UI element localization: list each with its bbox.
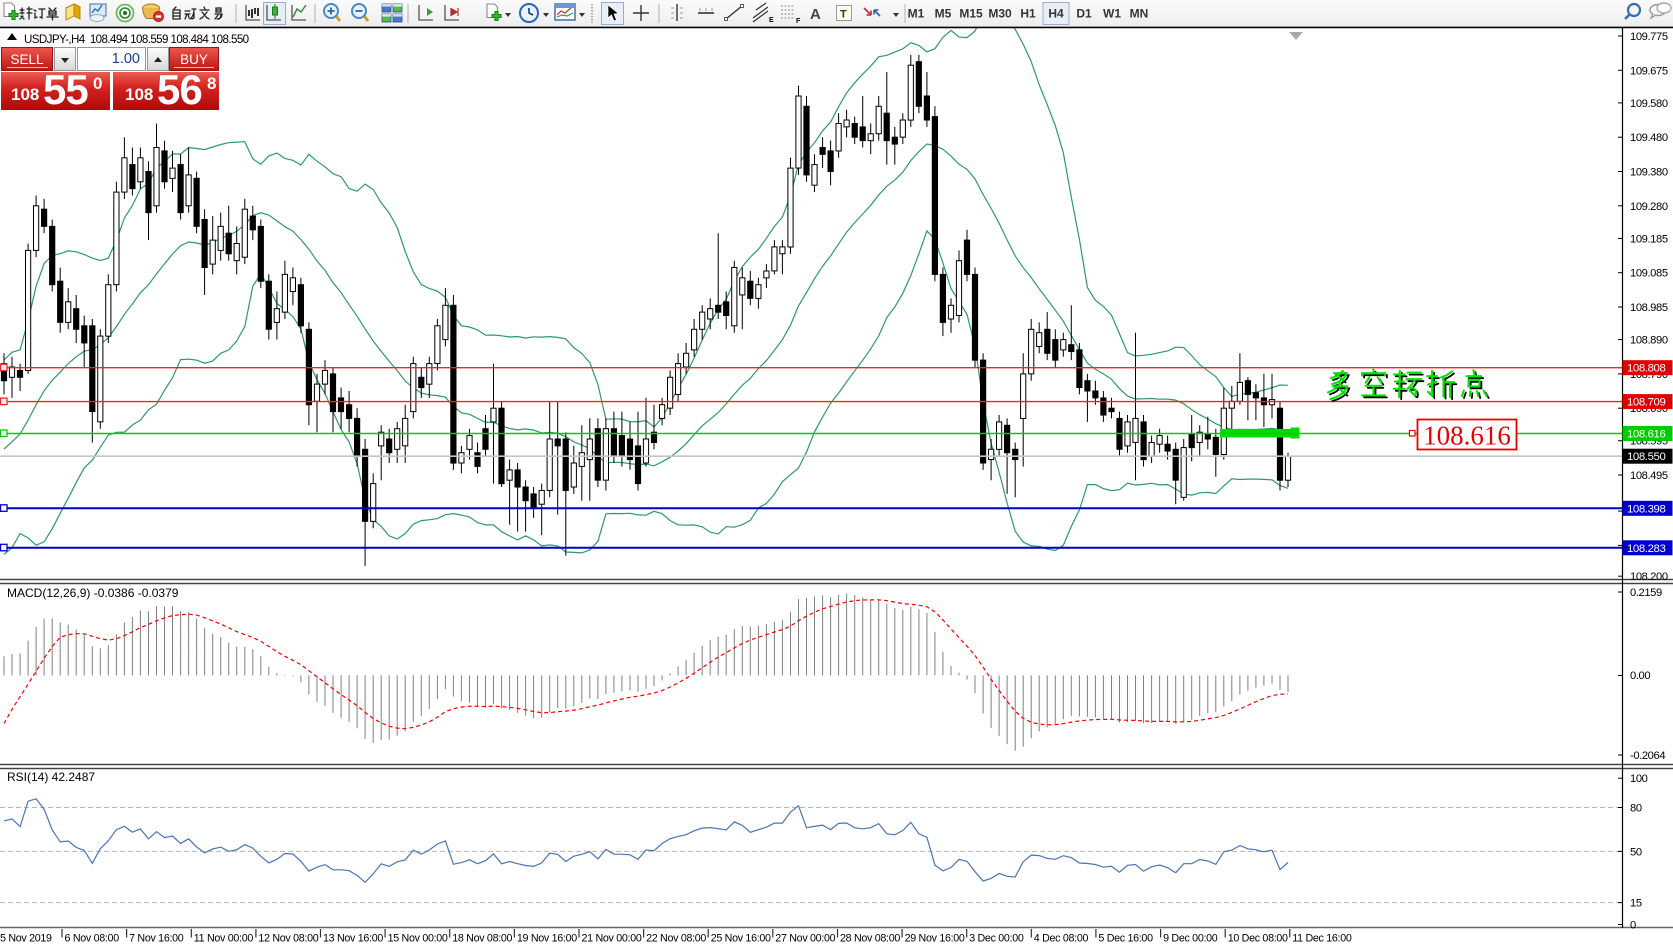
svg-text:D1: D1 bbox=[1076, 7, 1092, 21]
svg-text:E: E bbox=[769, 17, 774, 24]
svg-text:108.550: 108.550 bbox=[1627, 451, 1665, 463]
svg-text:A: A bbox=[810, 6, 821, 23]
svg-text:28 Nov 08:00: 28 Nov 08:00 bbox=[840, 933, 900, 945]
svg-text:0.2159: 0.2159 bbox=[1630, 587, 1662, 599]
svg-text:108.616: 108.616 bbox=[1423, 421, 1511, 451]
svg-text:108.283: 108.283 bbox=[1627, 543, 1665, 555]
svg-text:H1: H1 bbox=[1020, 7, 1036, 21]
svg-text:6 Nov 08:00: 6 Nov 08:00 bbox=[65, 933, 120, 945]
svg-text:108.495: 108.495 bbox=[1630, 470, 1668, 482]
svg-text:108.985: 108.985 bbox=[1630, 302, 1668, 314]
svg-text:109.085: 109.085 bbox=[1630, 268, 1668, 280]
svg-text:-0.2064: -0.2064 bbox=[1630, 750, 1665, 762]
svg-text:11 Dec 16:00: 11 Dec 16:00 bbox=[1292, 933, 1352, 945]
svg-text:80: 80 bbox=[1630, 803, 1642, 815]
svg-text:11 Nov 00:00: 11 Nov 00:00 bbox=[194, 933, 254, 945]
svg-text:5 Nov 2019: 5 Nov 2019 bbox=[0, 933, 52, 945]
svg-text:108.616: 108.616 bbox=[1627, 429, 1665, 441]
svg-text:0: 0 bbox=[1630, 920, 1636, 932]
svg-text:F: F bbox=[796, 18, 801, 25]
svg-text:109.775: 109.775 bbox=[1630, 31, 1668, 43]
svg-text:M1: M1 bbox=[908, 7, 925, 21]
svg-text:18 Nov 08:00: 18 Nov 08:00 bbox=[452, 933, 512, 945]
svg-text:9 Dec 00:00: 9 Dec 00:00 bbox=[1163, 933, 1218, 945]
svg-text:109.675: 109.675 bbox=[1630, 65, 1668, 77]
svg-text:109.580: 109.580 bbox=[1630, 98, 1668, 110]
svg-text:10 Dec 08:00: 10 Dec 08:00 bbox=[1228, 933, 1288, 945]
svg-text:13 Nov 16:00: 13 Nov 16:00 bbox=[323, 933, 383, 945]
svg-text:108.398: 108.398 bbox=[1627, 503, 1665, 515]
svg-text:15 Nov 00:00: 15 Nov 00:00 bbox=[388, 933, 448, 945]
svg-text:100: 100 bbox=[1630, 773, 1648, 785]
svg-text:108.808: 108.808 bbox=[1627, 363, 1665, 375]
svg-text:12 Nov 08:00: 12 Nov 08:00 bbox=[258, 933, 318, 945]
svg-text:M5: M5 bbox=[935, 7, 952, 21]
svg-text:109.380: 109.380 bbox=[1630, 167, 1668, 179]
svg-text:15: 15 bbox=[1630, 898, 1642, 910]
svg-text:T: T bbox=[840, 9, 847, 21]
svg-text:29 Nov 16:00: 29 Nov 16:00 bbox=[905, 933, 965, 945]
svg-text:0.00: 0.00 bbox=[1630, 670, 1650, 682]
svg-text:109.480: 109.480 bbox=[1630, 132, 1668, 144]
svg-text:108.200: 108.200 bbox=[1630, 571, 1668, 583]
svg-text:108.890: 108.890 bbox=[1630, 335, 1668, 347]
svg-text:W1: W1 bbox=[1103, 7, 1121, 21]
svg-text:RSI(14) 42.2487: RSI(14) 42.2487 bbox=[7, 770, 95, 784]
svg-text:19 Nov 16:00: 19 Nov 16:00 bbox=[517, 933, 577, 945]
svg-text:21 Nov 00:00: 21 Nov 00:00 bbox=[582, 933, 642, 945]
svg-text:MACD(12,26,9) -0.0386 -0.0379: MACD(12,26,9) -0.0386 -0.0379 bbox=[7, 586, 179, 600]
svg-text:4 Dec 08:00: 4 Dec 08:00 bbox=[1034, 933, 1089, 945]
svg-text:USDJPY-,H4 108.494 108.559 10: USDJPY-,H4 108.494 108.559 108.484 108.5… bbox=[24, 33, 249, 46]
svg-text:3 Dec 00:00: 3 Dec 00:00 bbox=[969, 933, 1024, 945]
svg-text:109.280: 109.280 bbox=[1630, 201, 1668, 213]
svg-text:27 Nov 00:00: 27 Nov 00:00 bbox=[775, 933, 835, 945]
svg-text:108.709: 108.709 bbox=[1627, 397, 1665, 409]
svg-text:5 Dec 16:00: 5 Dec 16:00 bbox=[1098, 933, 1153, 945]
svg-text:50: 50 bbox=[1630, 846, 1642, 858]
svg-text:H4: H4 bbox=[1048, 7, 1064, 21]
svg-text:M15: M15 bbox=[959, 7, 983, 21]
svg-text:M30: M30 bbox=[988, 7, 1012, 21]
svg-text:22 Nov 08:00: 22 Nov 08:00 bbox=[646, 933, 706, 945]
svg-text:7 Nov 16:00: 7 Nov 16:00 bbox=[129, 933, 184, 945]
svg-text:25 Nov 16:00: 25 Nov 16:00 bbox=[711, 933, 771, 945]
svg-text:MN: MN bbox=[1130, 7, 1149, 21]
svg-text:109.185: 109.185 bbox=[1630, 233, 1668, 245]
